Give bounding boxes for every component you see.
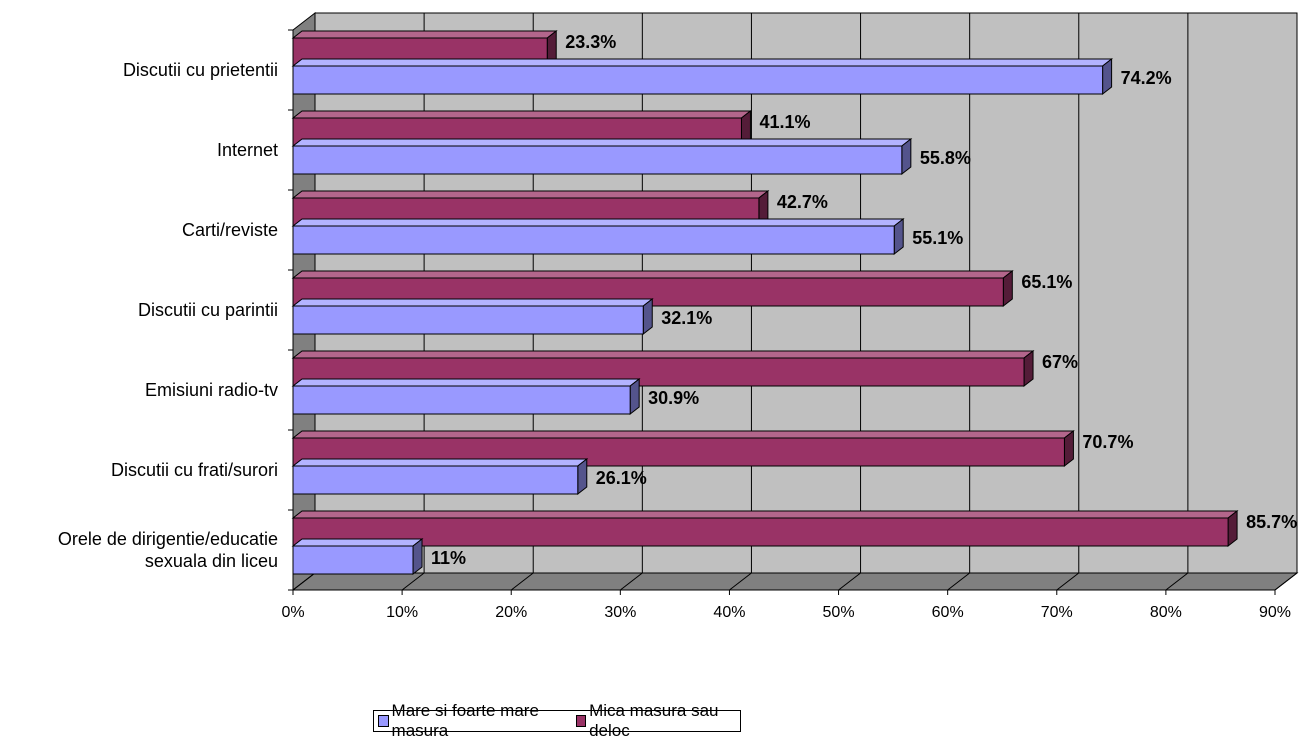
plot-floor — [291, 572, 1299, 591]
floor-gridline — [947, 572, 970, 591]
floor-gridline — [1056, 572, 1080, 591]
data-label-mare: 30.9% — [648, 388, 699, 408]
floor-gridline — [1165, 572, 1189, 591]
floor-gridline — [838, 572, 861, 591]
category-label: Discutii cu prietentii — [123, 60, 278, 80]
data-label-mica: 41.1% — [759, 112, 810, 132]
legend-label-series-1: Mare si foarte mare masura — [391, 701, 539, 740]
legend-label-series-2: Mica masura sau deloc — [589, 701, 719, 740]
floor-gridline — [401, 572, 425, 591]
data-label-mare: 55.1% — [912, 228, 963, 248]
category-label: Emisiuni radio-tv — [145, 380, 278, 400]
category-label: sexuala din liceu — [145, 551, 278, 571]
x-tick-label: 70% — [1041, 604, 1073, 621]
data-label-mare: 55.8% — [920, 148, 971, 168]
x-tick-label: 60% — [932, 604, 964, 621]
x-tick-label: 10% — [386, 604, 418, 621]
legend: Mare si foarte mare masura Mica masura s… — [373, 701, 741, 740]
data-label-mare: 11% — [431, 548, 466, 568]
legend-swatch-series-2 — [575, 715, 587, 727]
floor-gridline — [510, 572, 534, 591]
x-tick-label: 80% — [1150, 604, 1182, 621]
category-label: Discutii cu parintii — [138, 300, 278, 320]
data-label-mica: 70.7% — [1082, 432, 1133, 452]
data-label-mica: 42.7% — [777, 192, 828, 212]
category-label: Orele de dirigentie/educatie — [58, 529, 278, 549]
category-label: Carti/reviste — [182, 220, 278, 240]
bar-mica-masura — [291, 349, 1035, 388]
x-tick-label: 90% — [1259, 604, 1291, 621]
data-label-mare: 26.1% — [596, 468, 647, 488]
data-label-mica: 23.3% — [565, 32, 616, 52]
legend-item-series-2: Mica masura sau deloc — [575, 701, 738, 741]
x-tick-label: 20% — [495, 604, 527, 621]
floor-gridline — [620, 572, 643, 591]
bar-chart: 0% 10% 20% 30% 40% 50% 60% 70% 80% 90% Discutii cu… — [58, 11, 1299, 621]
data-label-mica: 67% — [1042, 352, 1078, 372]
bar-mare-masura — [291, 377, 641, 416]
x-tick-label: 30% — [604, 604, 636, 621]
data-label-mare: 32.1% — [661, 308, 712, 328]
floor-gridline — [729, 572, 752, 591]
data-label-mare: 74.2% — [1121, 68, 1172, 88]
x-tick-label: 50% — [823, 604, 855, 621]
x-tick-label: 40% — [713, 604, 745, 621]
category-label: Internet — [217, 140, 278, 160]
floor-gridline — [292, 572, 316, 591]
data-label-mica: 85.7% — [1246, 512, 1297, 532]
bar-mare-masura — [291, 57, 1114, 96]
bar-mare-masura — [291, 457, 589, 496]
legend-item-series-1: Mare si foarte mare masura — [378, 701, 570, 741]
bar-mare-masura — [291, 297, 654, 336]
legend-swatch-series-1 — [378, 715, 389, 727]
x-tick-label: 0% — [281, 604, 304, 621]
floor-gridline — [1274, 572, 1298, 591]
bar-mare-masura — [291, 537, 424, 576]
bar-mica-masura — [291, 509, 1239, 548]
bar-mare-masura — [291, 137, 913, 176]
category-label: Discutii cu frati/surori — [111, 460, 278, 480]
bar-mare-masura — [291, 217, 905, 256]
data-label-mica: 65.1% — [1021, 272, 1072, 292]
